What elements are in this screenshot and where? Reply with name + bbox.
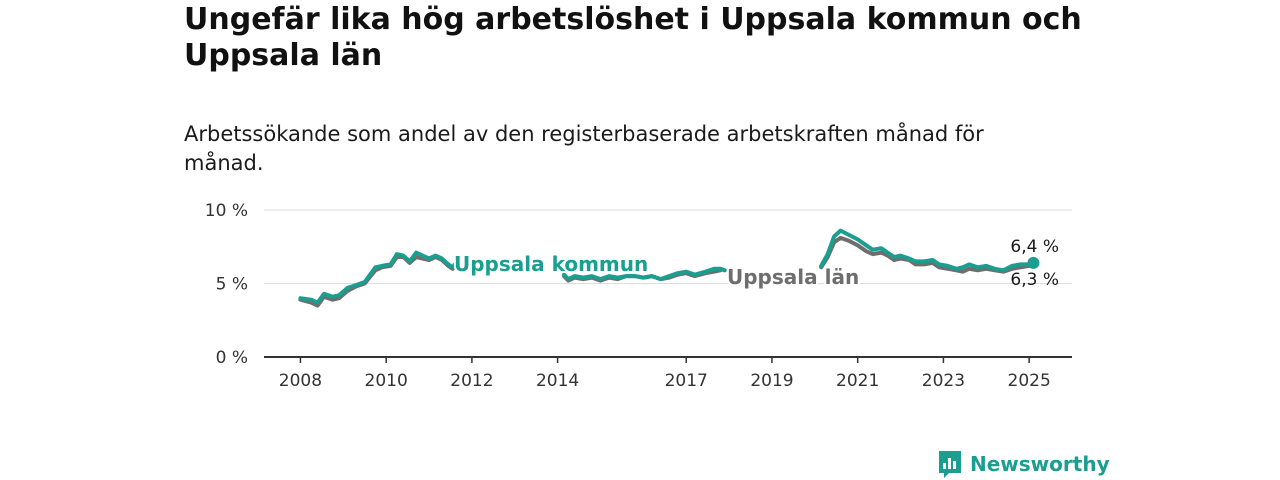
x-tick-label: 2019 [750, 371, 793, 391]
series-layer [298, 228, 1040, 308]
y-axis-ticks: 0 % 5 % 10 % [205, 201, 248, 368]
x-tick-label: 2008 [279, 371, 322, 391]
brand-name: Newsworthy [970, 452, 1110, 476]
newsworthy-logo: Newsworthy [937, 449, 1110, 479]
x-tick-label: 2014 [536, 371, 579, 391]
label-layer: Uppsala kommun Uppsala län 6,4 % 6,3 % [452, 237, 1059, 291]
chart-title: Ungefär lika hög arbetslöshet i Uppsala … [184, 2, 1082, 73]
x-tick-label: 2010 [365, 371, 408, 391]
x-tick-label: 2021 [836, 371, 879, 391]
y-tick-label: 10 % [205, 201, 248, 221]
newsworthy-logo-icon [939, 451, 961, 478]
series-label-kommun: Uppsala kommun [454, 252, 648, 276]
series-line-kommun-segment-3 [819, 228, 1036, 273]
y-tick-label: 0 % [216, 348, 248, 368]
y-tick-label: 5 % [216, 275, 248, 295]
x-axis-ticks: 2008 2010 2012 2014 2017 2019 2021 2023 2025 [279, 357, 1051, 391]
x-tick-label: 2023 [922, 371, 965, 391]
series-line-lan-segment-1 [298, 255, 459, 308]
x-tick-label: 2025 [1008, 371, 1051, 391]
x-tick-label: 2012 [450, 371, 493, 391]
end-point-kommun [1027, 256, 1040, 269]
end-label-lan: 6,3 % [1010, 270, 1059, 290]
chart-subtitle: Arbetssökande som andel av den registerb… [184, 122, 984, 175]
grid-layer [264, 209, 1072, 358]
x-tick-label: 2017 [665, 371, 708, 391]
series-label-lan: Uppsala län [727, 265, 859, 289]
end-label-kommun: 6,4 % [1010, 237, 1059, 257]
series-line-kommun-segment-2 [562, 266, 727, 282]
series-line-kommun-segment-1 [298, 250, 459, 305]
